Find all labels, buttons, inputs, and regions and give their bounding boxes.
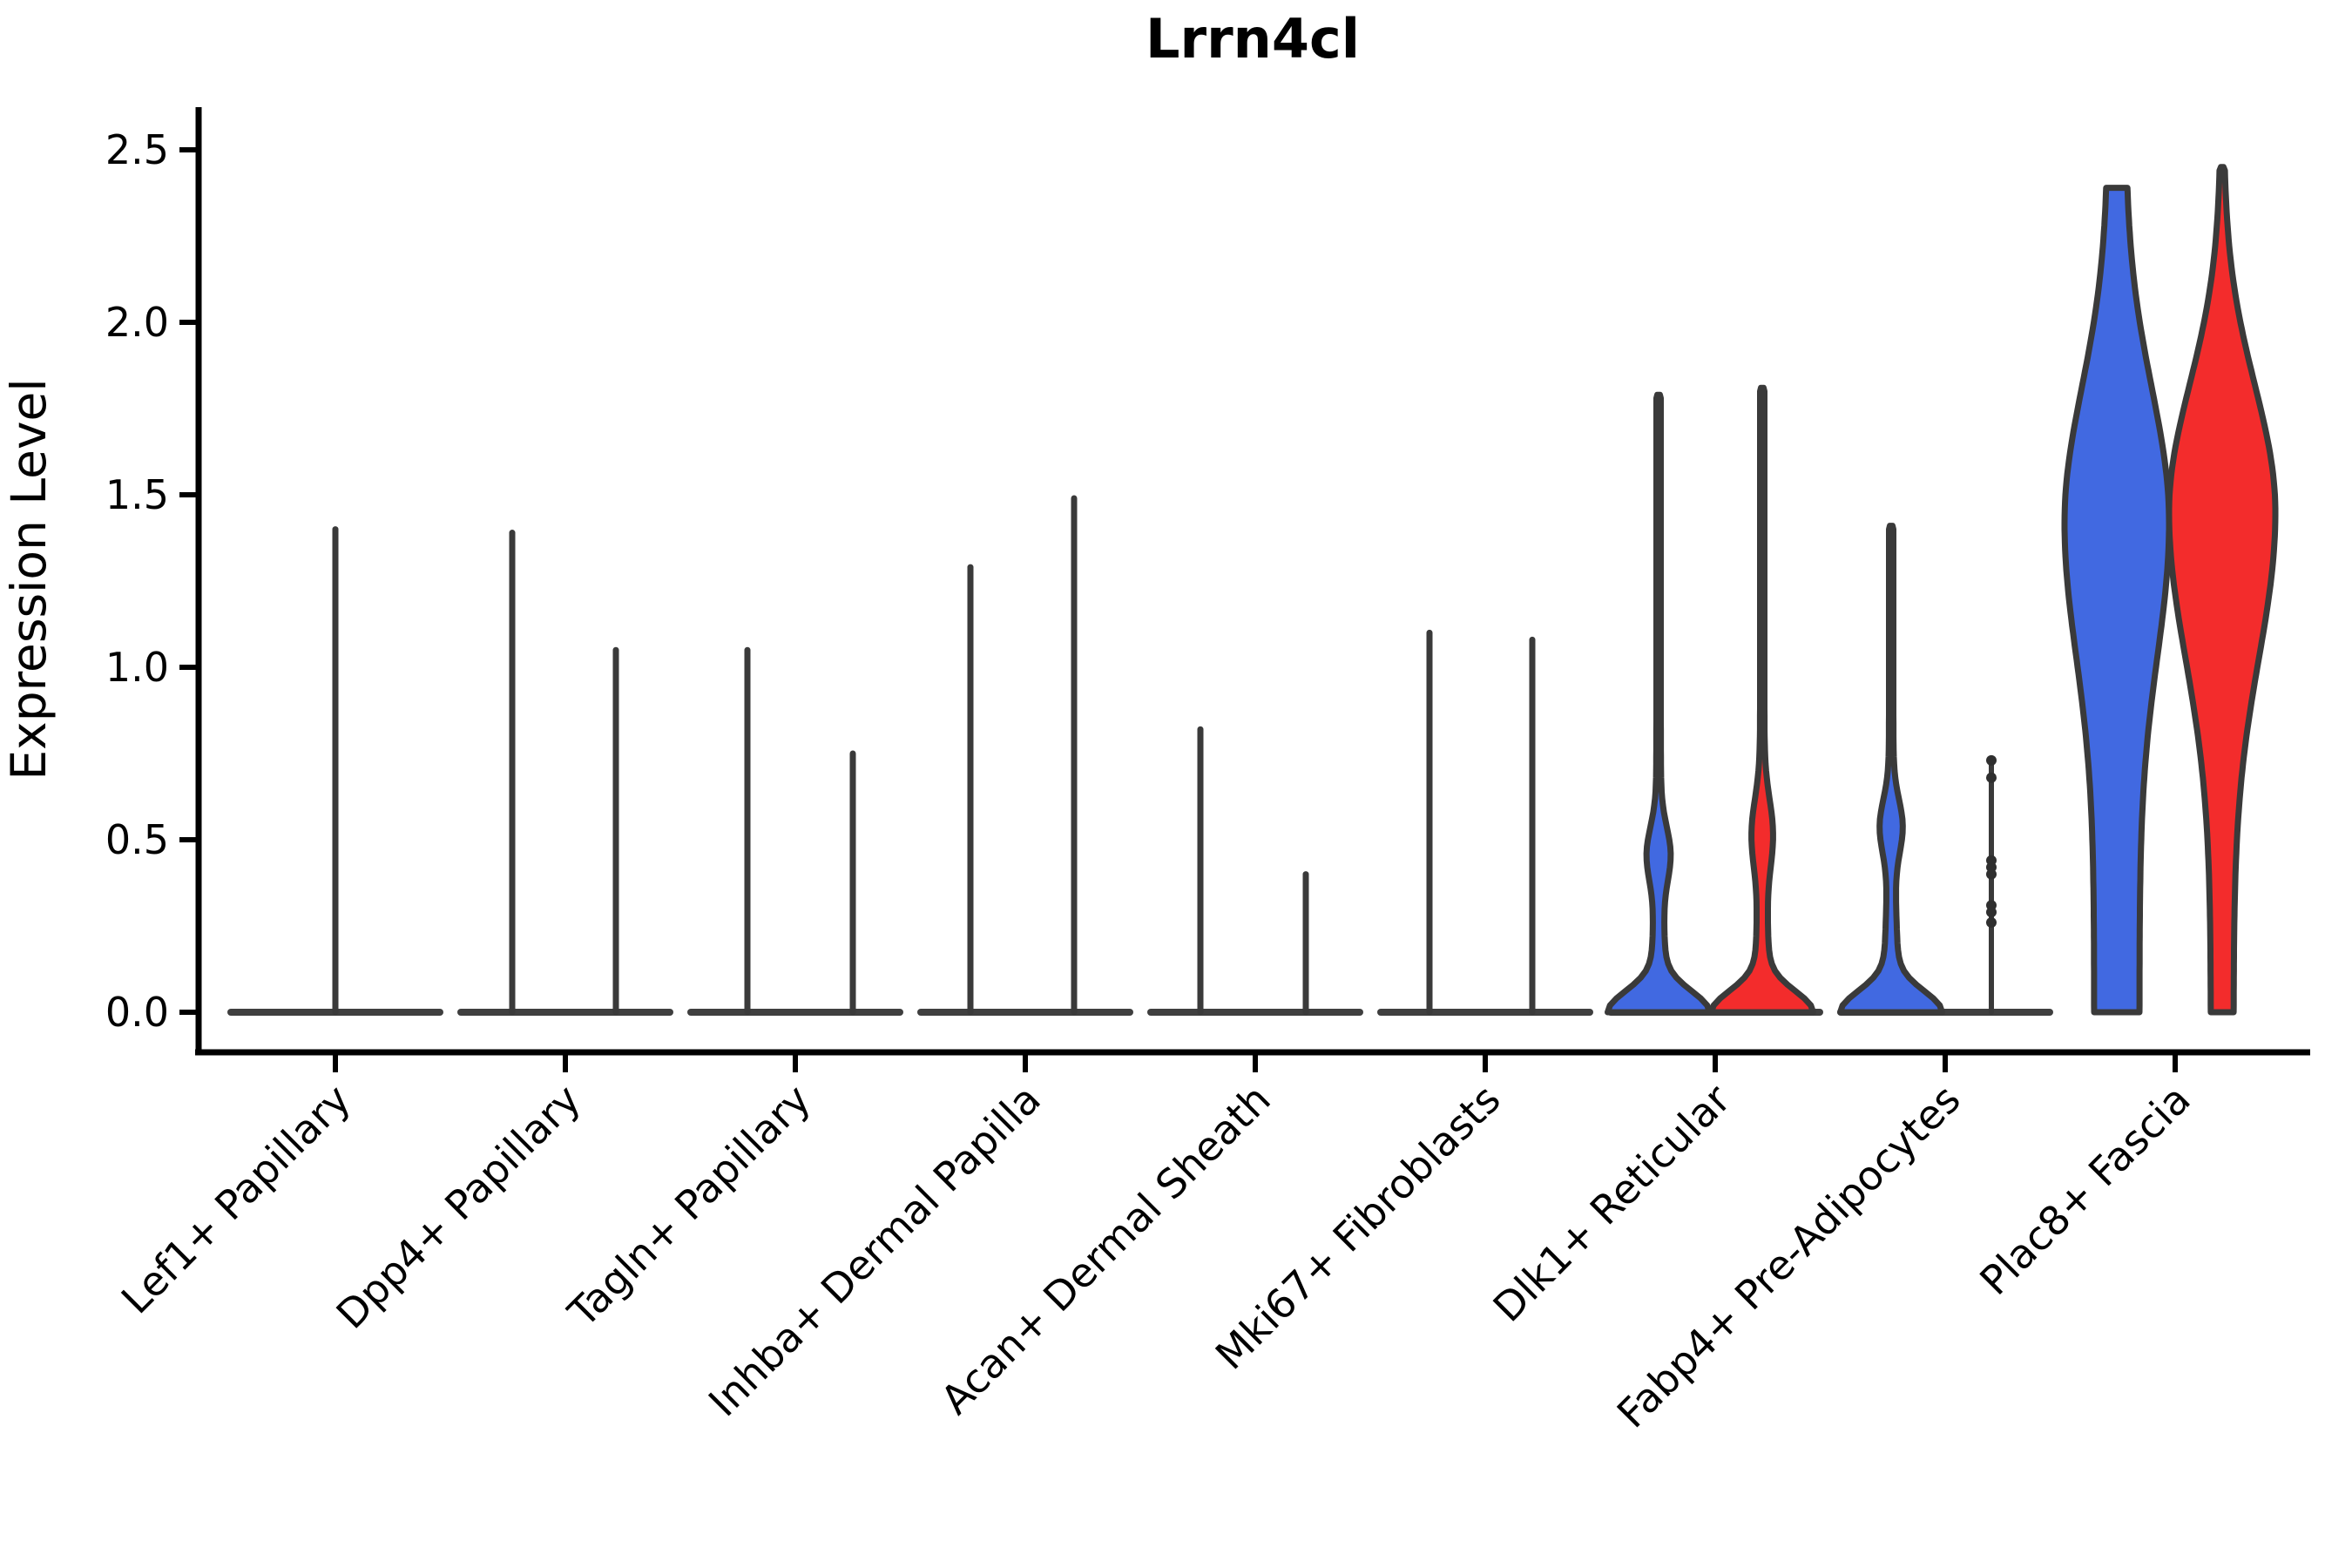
y-axis-label: Expression Level xyxy=(1,378,57,780)
expression-point xyxy=(1986,754,1997,766)
axes xyxy=(179,107,2310,1072)
expression-point xyxy=(1986,772,1997,783)
violin-body xyxy=(2166,164,2279,1016)
y-tick-label: 1.0 xyxy=(105,644,169,691)
y-tick-label: 2.5 xyxy=(105,126,169,173)
violin-body xyxy=(1837,523,1945,1016)
violin-spikes xyxy=(332,495,1994,1016)
x-category-label: Lef1+ Papillary xyxy=(112,1076,360,1323)
expression-point xyxy=(1986,917,1997,929)
y-tick-label: 2.0 xyxy=(105,299,169,346)
y-tick-label: 0.5 xyxy=(105,816,169,863)
y-tick-labels: 0.0 0.5 1.0 1.5 2.0 2.5 xyxy=(105,126,169,1036)
violin-body xyxy=(2061,185,2173,1016)
violin-body xyxy=(1708,384,1816,1016)
expression-point xyxy=(1986,907,1997,918)
chart-title: Lrrn4cl xyxy=(1146,7,1360,71)
expression-point xyxy=(1986,868,1997,880)
y-tick-label: 1.5 xyxy=(105,471,169,518)
x-category-label: Dpp4+ Papillary xyxy=(328,1076,590,1338)
x-category-label: Tagln+ Papillary xyxy=(558,1076,820,1337)
x-category-label: Plac8+ Fascia xyxy=(1970,1076,2199,1304)
violin-body xyxy=(1605,391,1713,1016)
jitter-points xyxy=(1986,754,1997,929)
x-category-label: Dlk1+ Reticular xyxy=(1484,1076,1740,1331)
violin-bodies xyxy=(1605,164,2279,1016)
y-tick-label: 0.0 xyxy=(105,989,169,1036)
